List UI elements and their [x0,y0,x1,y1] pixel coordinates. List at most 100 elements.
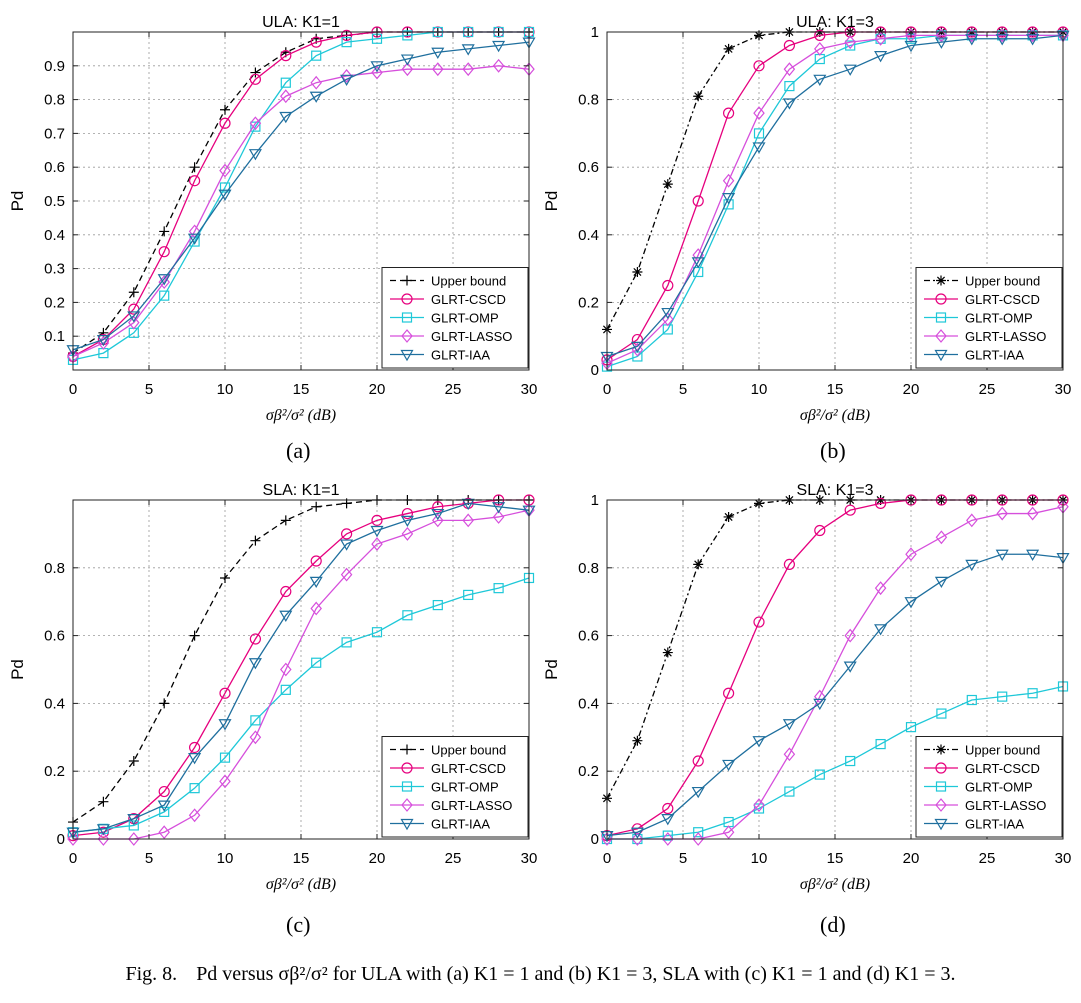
data-point-upper-bound [632,266,643,277]
data-point-glrt-iaa [874,51,888,63]
data-point-glrt-lasso [310,75,322,90]
chart-title: SLA: K1=3 [797,482,874,499]
y-tick-label: 0.1 [44,328,65,345]
data-point-glrt-cscd [432,501,444,513]
legend-label-upper-bound: Upper bound [431,274,506,289]
data-point-glrt-iaa [782,98,796,110]
x-tick-label: 30 [1055,381,1072,398]
y-axis-label: Pd [542,191,561,212]
data-point-glrt-iaa [904,597,918,609]
data-point-glrt-omp [493,583,504,594]
data-point-glrt-omp [311,657,322,668]
series-line-upper-bound [72,31,529,354]
data-point-glrt-lasso [249,730,262,745]
series-glrt-iaa [66,37,536,357]
data-point-glrt-iaa [96,824,110,836]
data-point-glrt-iaa [157,800,171,812]
x-tick-label: 5 [679,850,687,867]
data-point-glrt-cscd [219,687,231,699]
x-tick-label: 5 [145,850,153,867]
legend-label-glrt-cscd: GLRT-CSCD [965,761,1040,776]
y-tick-label: 0.8 [44,92,65,109]
y-tick-label: 0.4 [44,695,65,712]
series-line-glrt-cscd [72,499,529,837]
legend: Upper bound GLRT-CSCD GLRT-OMP GLRT-LASSO GL… [381,736,529,838]
data-point-glrt-lasso [874,581,887,596]
data-point-glrt-lasso [662,312,674,327]
data-point-glrt-iaa [218,719,232,731]
ticks: 0 5 10 15 20 25 30 0 0.2 0.4 0.6 0.8 1 [578,24,1071,398]
x-tick-label: 0 [69,381,77,398]
x-tick-label: 20 [903,381,920,398]
data-point-glrt-iaa [691,786,705,799]
x-tick-label: 20 [369,381,386,398]
chart-title: ULA: K1=1 [262,14,340,31]
data-point-glrt-omp [371,627,383,638]
data-point-glrt-lasso [722,825,735,840]
data-point-glrt-cscd [158,785,170,798]
y-tick-label: 0.5 [44,193,65,210]
y-tick-label: 0.4 [578,695,599,712]
data-point-glrt-omp [250,715,261,726]
data-point-glrt-lasso [401,62,414,77]
legend-label-glrt-lasso: GLRT-LASSO [965,798,1046,813]
data-point-glrt-omp [997,691,1008,702]
data-point-glrt-iaa [934,37,948,49]
data-point-glrt-iaa [96,334,110,347]
legend-label-glrt-cscd: GLRT-CSCD [965,292,1040,307]
series-glrt-omp [601,681,1069,845]
data-point-upper-bound [723,43,734,54]
x-tick-label: 30 [521,381,538,398]
data-point-glrt-lasso [219,163,231,178]
legend-marker-upper-bound [936,744,946,755]
y-tick-label: 0.6 [44,628,65,645]
data-point-glrt-cscd [280,50,292,62]
data-point-glrt-omp [784,786,795,797]
data-point-upper-bound [128,287,139,298]
legend-label-glrt-iaa: GLRT-IAA [965,817,1024,832]
y-axis-label: Pd [8,191,27,212]
data-point-glrt-lasso [158,275,170,290]
data-point-upper-bound [693,91,704,102]
legend-label-upper-bound: Upper bound [965,743,1040,758]
data-point-glrt-lasso [753,798,765,813]
series-line-glrt-lasso [72,65,530,358]
data-point-glrt-omp [936,708,947,719]
legend-marker-glrt-lasso [401,798,413,812]
data-point-glrt-lasso [128,315,140,330]
data-point-glrt-lasso [996,506,1008,521]
data-point-glrt-omp [341,37,352,48]
x-tick-label: 0 [603,850,611,867]
legend-marker-glrt-lasso [401,329,413,343]
y-tick-label: 0.3 [44,261,65,278]
data-point-glrt-iaa [965,559,979,572]
data-point-glrt-iaa [1056,30,1070,43]
x-tick-label: 25 [445,850,462,867]
data-point-glrt-lasso [492,58,505,73]
y-tick-label: 0.4 [44,227,65,244]
data-point-glrt-cscd [753,60,765,72]
data-point-glrt-lasso [905,547,917,562]
data-point-glrt-omp [280,77,291,88]
x-tick-label: 30 [1055,850,1072,867]
data-point-glrt-iaa [431,47,445,59]
data-point-glrt-iaa [400,515,414,528]
data-point-glrt-iaa [127,311,141,323]
data-point-glrt-iaa [309,576,323,589]
legend-label-upper-bound: Upper bound [431,743,506,758]
data-point-glrt-iaa [661,814,675,826]
data-point-glrt-iaa [248,658,262,670]
data-point-glrt-lasso [631,832,644,846]
legend-marker-glrt-iaa [934,818,948,831]
data-point-glrt-omp [463,589,474,601]
data-point-glrt-iaa [127,814,141,826]
data-point-glrt-omp [845,40,856,51]
legend-marker-glrt-cscd [401,762,413,774]
data-point-glrt-omp [341,637,352,648]
data-point-glrt-iaa [904,40,918,53]
data-point-glrt-omp [159,290,170,301]
data-point-glrt-lasso [67,832,79,846]
y-tick-label: 0.2 [44,294,65,311]
legend-label-glrt-cscd: GLRT-CSCD [431,292,506,307]
data-point-glrt-lasso [249,116,262,131]
